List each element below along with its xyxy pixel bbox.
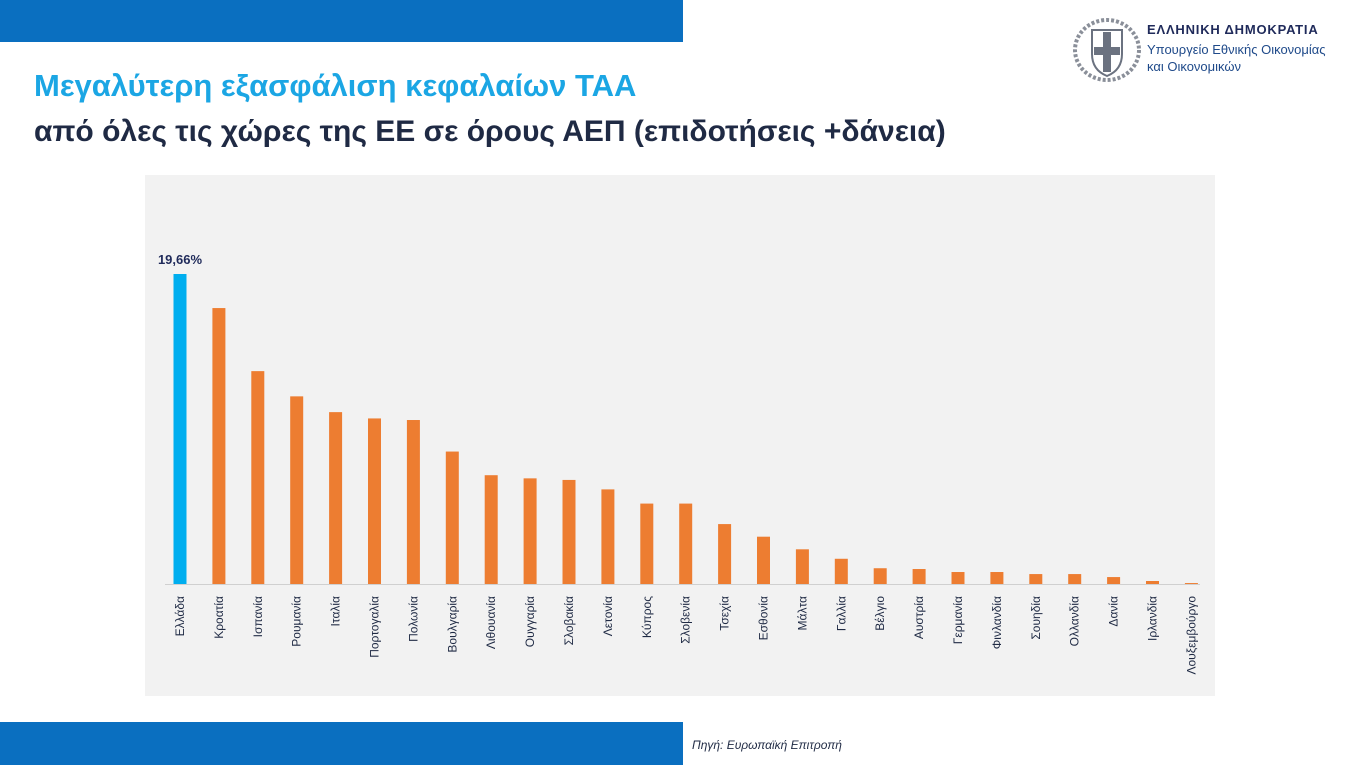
top-brand-bar: [0, 0, 683, 42]
bar-16: [795, 549, 809, 584]
ministry-label-line-1: Υπουργείο Εθνικής Οικονομίας: [1147, 42, 1326, 57]
x-tick-label: Μάλτα: [795, 596, 809, 631]
bar-20: [951, 572, 965, 584]
x-tick-label: Ρουμανία: [290, 596, 304, 647]
x-tick-label: Βουλγαρία: [445, 596, 459, 653]
bar-4: [329, 412, 343, 584]
x-tick-label: Αυστρία: [912, 596, 926, 639]
x-tick-label: Ιρλανδία: [1146, 596, 1160, 641]
title-line-1: Μεγαλύτερη εξασφάλιση κεφαλαίων ΤΑΑ: [34, 68, 637, 103]
data-label: 19,66%: [158, 252, 203, 267]
bar-7: [445, 451, 459, 584]
bar-19: [912, 569, 926, 584]
bar-23: [1068, 574, 1082, 584]
x-tick-label: Πολωνία: [406, 596, 420, 642]
x-tick-label: Πορτογαλία: [368, 596, 382, 658]
ministry-label-line-2: και Οικονομικών: [1147, 59, 1242, 74]
bar-3: [290, 396, 304, 584]
bar-26: [1184, 583, 1198, 584]
bar-12: [640, 503, 654, 584]
bar-21: [990, 572, 1004, 584]
x-tick-label: Βέλγιο: [873, 596, 887, 631]
bar-1: [212, 308, 226, 584]
x-tick-label: Σουηδία: [1029, 596, 1043, 640]
bar-13: [679, 503, 693, 584]
x-tick-label: Ουγγαρία: [523, 596, 537, 647]
bar-0: [173, 274, 187, 584]
x-tick-label: Λιθουανία: [484, 596, 498, 649]
bar-2: [251, 371, 265, 584]
republic-label: ΕΛΛΗΝΙΚΗ ΔΗΜΟΚΡΑΤΙΑ: [1147, 22, 1319, 37]
x-tick-label: Ιταλία: [329, 596, 343, 627]
x-tick-label: Σλοβακία: [562, 596, 576, 645]
bar-17: [834, 558, 848, 584]
bar-9: [523, 478, 537, 584]
bar-11: [601, 489, 615, 584]
bar-24: [1107, 577, 1121, 584]
x-tick-label: Σλοβενία: [679, 596, 693, 644]
bar-14: [718, 524, 732, 584]
chart-panel: Ελλάδα 19,66% Κροατία Ισπανία Ρουμανία Ιταλία…: [145, 175, 1215, 696]
bar-chart: Ελλάδα 19,66% Κροατία Ισπανία Ρουμανία Ιταλία…: [158, 252, 1200, 675]
x-tick-label: Δανία: [1107, 596, 1121, 627]
x-tick-label: Γαλλία: [834, 596, 848, 631]
bar-22: [1029, 574, 1043, 584]
x-tick-label: Φινλανδία: [990, 596, 1004, 649]
x-tick-label: Ισπανία: [251, 596, 265, 637]
x-tick-label: Λετονία: [601, 596, 615, 636]
x-tick-label: Εσθονία: [757, 596, 771, 640]
bar-10: [562, 479, 576, 584]
bar-25: [1146, 581, 1159, 584]
bar-18: [873, 568, 887, 584]
x-tick-label: Κύπρος: [640, 596, 654, 638]
x-tick-label: Κροατία: [212, 596, 226, 639]
bar-15: [757, 536, 770, 584]
x-tick-label: Γερμανία: [951, 596, 965, 644]
x-tick-label: Λουξεμβούργο: [1184, 596, 1198, 675]
x-tick-label: Τσεχία: [718, 596, 732, 631]
x-tick-label: Ολλανδία: [1068, 596, 1082, 646]
title-line-2: από όλες τις χώρες της ΕΕ σε όρους ΑΕΠ (…: [34, 115, 946, 148]
bottom-brand-bar: [0, 722, 683, 765]
bar-6: [406, 420, 420, 584]
source-note: Πηγή: Ευρωπαϊκή Επιτροπή: [692, 738, 842, 752]
x-tick-label: Ελλάδα: [173, 596, 187, 636]
bar-5: [368, 418, 381, 584]
greek-coat-of-arms-icon: [1073, 18, 1141, 82]
bar-8: [484, 475, 498, 584]
